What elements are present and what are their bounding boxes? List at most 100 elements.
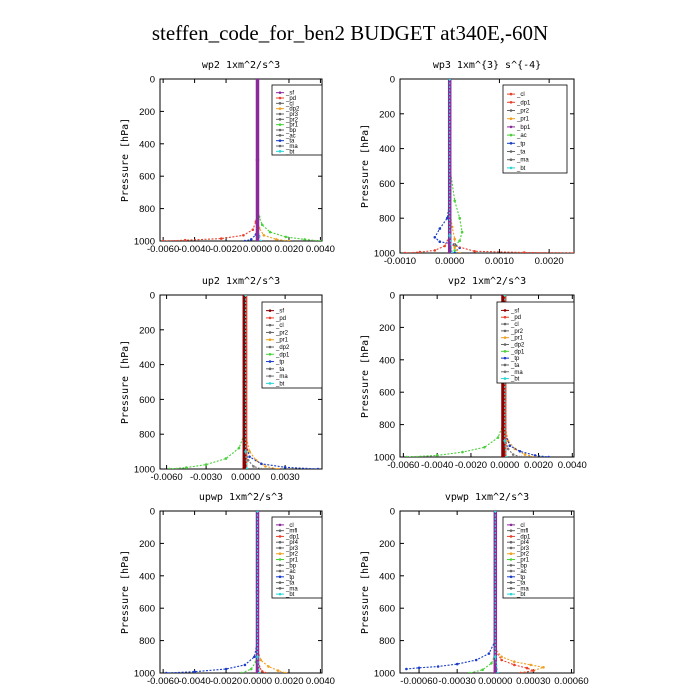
data-point: [275, 238, 278, 241]
data-point: [496, 671, 500, 673]
legend-marker: [503, 350, 507, 353]
data-point: [183, 238, 187, 241]
legend-label: _cl: [285, 101, 294, 107]
data-point: [447, 251, 452, 253]
y-tick-label: 600: [139, 395, 155, 406]
y-tick-label: 600: [379, 604, 395, 615]
legend-marker: [278, 123, 282, 126]
x-tick-label: 0.0010: [485, 256, 514, 267]
y-tick-label: 0: [390, 507, 395, 518]
data-point: [246, 459, 250, 462]
y-tick-label: 800: [139, 204, 155, 215]
legend-marker: [278, 107, 282, 110]
legend-label: _ta: [516, 581, 526, 587]
data-point: [240, 671, 244, 673]
data-point: [450, 251, 454, 253]
y-tick-label: 0: [150, 291, 155, 302]
chart-panel-6: vpwp 1xm^2/s^3 Pressure [hPa] 0 200 400 600 80…: [360, 492, 589, 687]
y-tick-label: 800: [379, 214, 395, 225]
legend-marker: [278, 535, 282, 538]
legend-label: _sf: [285, 91, 294, 97]
legend-label: _dp1: [516, 100, 531, 106]
legend-label: _bt: [516, 592, 526, 598]
data-point: [513, 663, 516, 667]
legend-label: _pr4: [285, 540, 299, 546]
data-point: [259, 658, 263, 662]
y-tick-label: 200: [139, 325, 155, 336]
legend-marker: [268, 316, 272, 320]
data-point: [224, 667, 228, 671]
x-tick-label: 0.0030: [271, 472, 300, 483]
x-tick-label: 0.00060: [554, 676, 588, 687]
x-tick-label: 0.0040: [558, 460, 587, 471]
data-point: [461, 450, 464, 454]
plot-frame: [399, 78, 575, 254]
legend-marker: [509, 109, 513, 112]
chart-panel-2: wp3 1xm^{3} s^{-4} Pressure [hPa] 0 200 400 6…: [360, 60, 575, 267]
legend-label: _bp: [516, 563, 528, 569]
legend-label: _pd: [510, 315, 521, 321]
y-tick-label: 800: [379, 636, 395, 647]
chart-panel-1: wp2 1xm^2/s^3 Pressure [hPa] 0 200 400 600 800…: [120, 60, 335, 255]
data-point: [303, 238, 307, 241]
legend-marker: [278, 563, 282, 567]
legend-marker: [278, 102, 282, 105]
legend-label: _tp: [275, 360, 285, 366]
legend-marker: [268, 309, 272, 312]
data-point: [453, 246, 457, 250]
legend-marker: [268, 338, 272, 342]
legend-label: _ta: [275, 367, 285, 373]
legend-marker: [268, 352, 272, 356]
y-tick-label: 1000: [374, 453, 395, 464]
legend-marker: [268, 345, 272, 349]
y-tick-label: 1000: [134, 669, 155, 680]
legend-label: _dp2: [275, 345, 290, 351]
y-tick-label: 600: [139, 604, 155, 615]
data-point: [547, 455, 550, 457]
legend-marker: [509, 535, 513, 538]
data-point: [483, 446, 486, 449]
legend-label: _cl: [516, 92, 525, 98]
legend-label: _tp: [285, 575, 295, 581]
legend-label: _pr2: [516, 552, 530, 558]
x-tick-label: -0.00060: [400, 676, 438, 687]
legend-label: _pr3: [285, 112, 299, 118]
data-point: [257, 671, 261, 673]
legend-marker: [278, 96, 282, 100]
x-tick-label: 0.0000: [243, 676, 272, 687]
data-point: [468, 671, 472, 673]
panel-title: vpwp 1xm^2/s^3: [445, 492, 529, 503]
legend-label: _ma: [275, 374, 288, 380]
y-tick-label: 200: [379, 109, 395, 120]
data-point: [276, 669, 280, 672]
data-point: [405, 667, 408, 671]
data-point: [251, 228, 255, 231]
data-point: [458, 216, 462, 220]
data-point: [283, 466, 287, 469]
x-tick-label: -0.0040: [178, 676, 210, 687]
legend-marker: [503, 329, 507, 333]
y-tick-label: 1000: [374, 249, 395, 260]
data-point: [433, 249, 437, 252]
data-point: [403, 251, 407, 253]
y-tick-label: 400: [379, 571, 395, 582]
legend-marker: [509, 575, 513, 579]
data-point: [520, 455, 523, 457]
data-point: [243, 239, 247, 241]
data-point: [405, 455, 409, 457]
legend: _sf_pd_cl_pr2_pr1_dp2_dp1_tp_ta_ma_bt: [496, 301, 575, 384]
legend-label: _sf: [275, 309, 284, 315]
data-point: [268, 230, 272, 234]
series-line-tp: [406, 511, 496, 670]
data-point: [487, 652, 491, 655]
x-tick-label: 0.0000: [435, 256, 464, 267]
y-tick-label: 800: [139, 636, 155, 647]
x-tick-label: 0.0000: [243, 244, 272, 255]
x-tick-label: 0.00030: [516, 676, 550, 687]
data-point: [433, 236, 437, 239]
legend-label: _cl: [510, 322, 519, 328]
data-point: [532, 669, 535, 672]
data-point: [260, 467, 263, 469]
legend-label: _ta: [285, 581, 295, 587]
